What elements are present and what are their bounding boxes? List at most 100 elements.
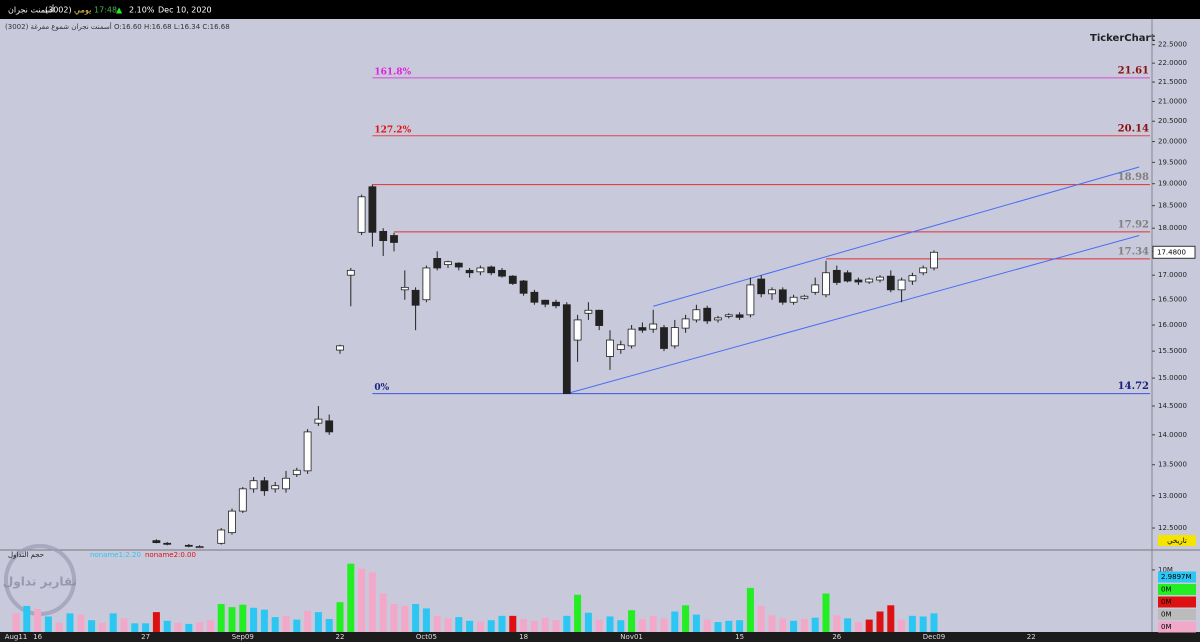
x-tick-label: 15 xyxy=(735,633,744,641)
trendline xyxy=(566,235,1140,395)
candle-body xyxy=(822,272,830,296)
volume-bar xyxy=(811,617,819,632)
volume-bar xyxy=(217,604,225,632)
candle-body xyxy=(228,510,236,534)
candle-body xyxy=(735,314,744,318)
volume-bar xyxy=(908,615,916,632)
volume-bar xyxy=(358,568,366,632)
volume-bar xyxy=(854,622,862,632)
volume-bar xyxy=(844,618,852,632)
candle-body xyxy=(346,269,355,276)
readout-label: 0M xyxy=(1161,623,1172,631)
candle-body xyxy=(184,544,193,547)
fib-label: 0% xyxy=(374,383,389,393)
volume-bar xyxy=(12,613,20,632)
x-tick-label: Dec09 xyxy=(923,633,945,641)
readout-box xyxy=(1158,609,1196,620)
candle-body xyxy=(552,301,560,307)
time: 17:48 xyxy=(94,6,117,15)
readout-box xyxy=(1158,584,1196,595)
ohlc-info: أسمنت نجران شموع مفرغة (3002) O:16.60 H:… xyxy=(5,22,230,31)
candle-body xyxy=(778,289,787,303)
period[interactable]: يومي xyxy=(74,6,91,15)
candle-body xyxy=(411,289,420,306)
y-tick-label: 14.5000 xyxy=(1158,402,1187,410)
x-tick-label: Oct05 xyxy=(416,633,437,641)
volume-bar xyxy=(293,619,301,632)
volume-bar xyxy=(541,617,549,632)
candle-body xyxy=(768,289,776,295)
candle-body xyxy=(843,272,852,282)
volume-bar xyxy=(88,620,96,632)
candle-body xyxy=(811,284,820,293)
volume-bar xyxy=(23,605,31,632)
volume-bar xyxy=(174,622,182,632)
volume-bar xyxy=(206,620,214,632)
volume-bar xyxy=(304,610,312,632)
volume-bar xyxy=(379,593,387,632)
y-tick-label: 18.0000 xyxy=(1158,224,1187,232)
trendline xyxy=(653,166,1140,307)
x-tick-label: 22 xyxy=(336,633,345,641)
volume-bar xyxy=(455,617,463,632)
volume-bar xyxy=(833,615,841,632)
candle-body xyxy=(163,542,172,545)
x-tick-label: 16 xyxy=(33,633,42,641)
candle-body xyxy=(336,345,344,351)
volume-bar xyxy=(401,605,409,632)
history-label[interactable]: تاريخي xyxy=(1167,537,1187,545)
candle-body xyxy=(908,275,917,282)
volume-bar xyxy=(260,609,268,632)
candle-body xyxy=(930,251,938,269)
volume-bar xyxy=(638,618,646,632)
last-price-box xyxy=(1152,245,1196,259)
x-tick-label: 22 xyxy=(1027,633,1036,641)
volume-bar xyxy=(876,611,884,632)
candle-body xyxy=(379,230,388,242)
volume-bar xyxy=(692,614,700,632)
candle-body xyxy=(325,420,334,433)
indicator-label: noname1:2.20 xyxy=(90,551,141,559)
candle-body xyxy=(152,540,161,544)
volume-bar xyxy=(109,613,117,632)
candle-body xyxy=(584,309,593,314)
volume-bar xyxy=(584,612,592,632)
volume-bar xyxy=(185,623,193,632)
date: Dec 10, 2020 xyxy=(158,6,212,15)
y-tick-label: 20.0000 xyxy=(1158,138,1187,146)
candle-body xyxy=(854,279,863,283)
y-tick-label: 21.5000 xyxy=(1158,78,1187,86)
x-tick-label: 18 xyxy=(519,633,528,641)
change: 2.10% xyxy=(129,6,155,15)
volume-bar xyxy=(131,623,139,632)
y-tick-label: 19.5000 xyxy=(1158,158,1187,166)
y-tick-label: 10M xyxy=(1158,566,1173,574)
candle-body xyxy=(217,529,226,544)
volume-bar xyxy=(44,616,52,632)
volume-bar xyxy=(757,605,765,632)
candle-body xyxy=(660,327,668,349)
candle-body xyxy=(314,418,323,424)
volume-bar xyxy=(444,618,452,632)
volume-bar xyxy=(368,572,376,632)
volume-bar xyxy=(779,618,787,632)
y-tick-label: 16.0000 xyxy=(1158,321,1187,329)
volume-bar xyxy=(509,615,517,632)
candle-body xyxy=(757,278,766,295)
volume-bar xyxy=(682,605,690,632)
candle-body xyxy=(606,339,614,357)
history-button[interactable] xyxy=(1158,535,1196,546)
y-tick-label: 22.0000 xyxy=(1158,59,1187,67)
volume-bar xyxy=(55,622,63,632)
candle-body xyxy=(238,488,247,512)
volume-bar xyxy=(34,609,42,632)
candle-body xyxy=(897,279,906,291)
volume-bar xyxy=(865,619,873,632)
candle-body xyxy=(433,258,442,269)
candle-body xyxy=(616,344,625,350)
volume-bar xyxy=(800,618,808,632)
candle-body xyxy=(465,269,474,274)
volume-bar xyxy=(282,615,290,632)
indicator-label: noname2:0.00 xyxy=(145,551,196,559)
